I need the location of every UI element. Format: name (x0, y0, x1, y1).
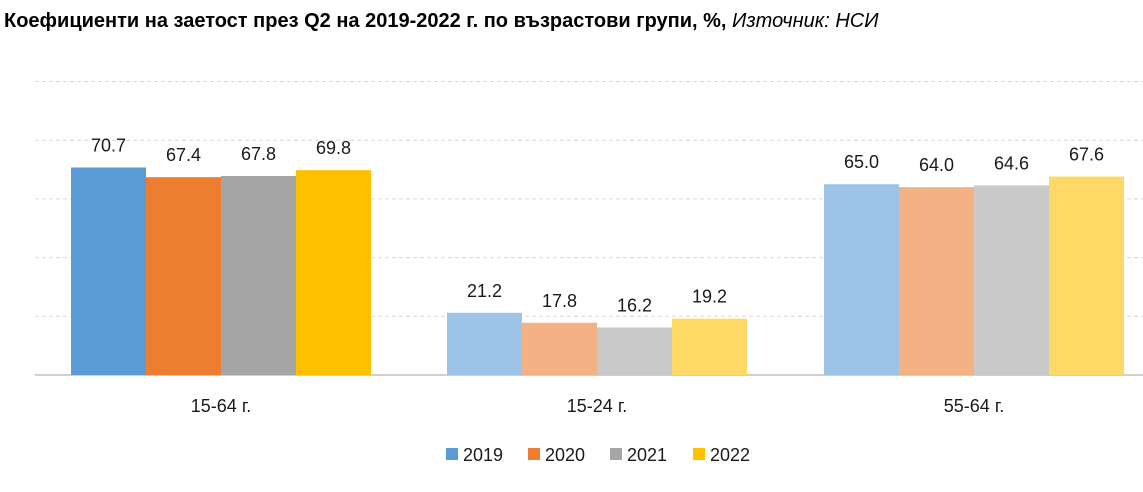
data-label: 67.4 (166, 145, 201, 165)
chart-title: Коефициенти на заетост през Q2 на 2019-2… (4, 10, 879, 33)
category-label: 15-64 г. (191, 396, 251, 416)
data-label: 67.8 (241, 144, 276, 164)
chart-title-main: Коефициенти на заетост през Q2 на 2019-2… (4, 10, 727, 32)
legend-swatch (610, 448, 622, 460)
bar-2019-1 (71, 167, 146, 375)
category-label: 55-64 г. (944, 396, 1004, 416)
legend-label: 2021 (627, 445, 667, 465)
bar-2020-3 (899, 187, 974, 375)
data-label: 65.0 (844, 152, 879, 172)
legend-label: 2019 (463, 445, 503, 465)
category-axis: 15-64 г. 15-24 г. 55-64 г. (191, 396, 1004, 416)
legend-label: 2022 (710, 445, 750, 465)
legend-swatch (528, 448, 540, 460)
data-label: 64.0 (919, 155, 954, 175)
bar-2022-3 (1049, 176, 1124, 375)
legend-swatch (693, 448, 705, 460)
data-label: 16.2 (617, 295, 652, 315)
bar-2019-2 (447, 312, 522, 375)
legend: 2019 2020 2021 2022 (446, 445, 750, 465)
bar-2019-3 (824, 184, 899, 375)
data-label: 70.7 (91, 135, 126, 155)
bar-2021-1 (221, 176, 296, 375)
bar-2020-2 (522, 322, 597, 375)
data-label: 19.2 (692, 287, 727, 307)
data-label: 17.8 (542, 291, 577, 311)
data-label: 64.6 (994, 153, 1029, 173)
legend-item-2022: 2022 (693, 445, 750, 465)
bar-2020-1 (146, 177, 221, 375)
data-label: 67.6 (1069, 145, 1104, 165)
legend-label: 2020 (545, 445, 585, 465)
bar-2021-3 (974, 185, 1049, 375)
data-label: 21.2 (467, 281, 502, 301)
bar-2021-2 (597, 327, 672, 375)
bar-2022-2 (672, 318, 747, 375)
data-label: 69.8 (316, 138, 351, 158)
data-labels: 70.7 67.4 67.8 69.8 21.2 17.8 16.2 19.2 65.0 64.0… (91, 135, 1104, 315)
bar-2022-1 (296, 170, 371, 375)
category-label: 15-24 г. (567, 396, 627, 416)
legend-swatch (446, 448, 458, 460)
legend-item-2019: 2019 (446, 445, 503, 465)
legend-item-2021: 2021 (610, 445, 667, 465)
bars (71, 167, 1124, 375)
legend-item-2020: 2020 (528, 445, 585, 465)
chart-source: Източник: НСИ (732, 10, 879, 32)
